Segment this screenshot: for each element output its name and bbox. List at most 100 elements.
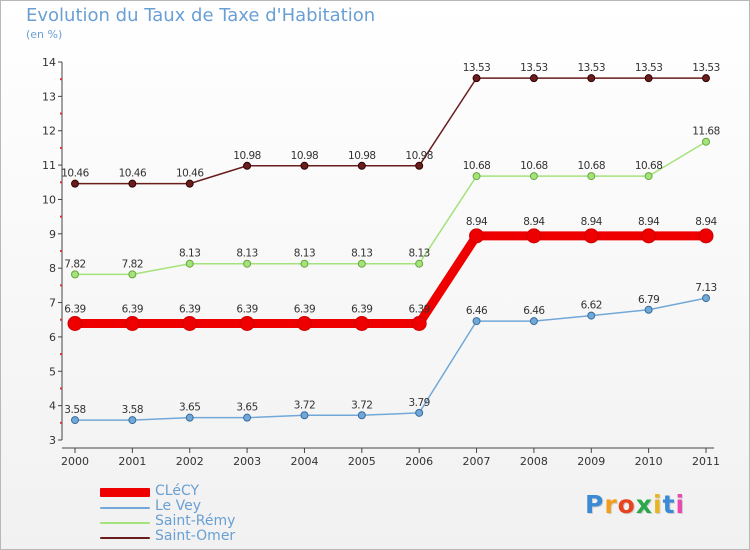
- x-tick-label: 2006: [405, 455, 433, 468]
- data-point: [239, 316, 255, 332]
- data-point: [71, 179, 79, 188]
- data-point: [587, 311, 596, 320]
- y-tick-label: 8: [49, 262, 56, 275]
- legend-swatch: [100, 507, 150, 509]
- series-line: [70, 231, 711, 329]
- data-label: 7.82: [122, 258, 143, 270]
- x-tick-label: 2001: [118, 455, 146, 468]
- data-label: 13.53: [692, 62, 720, 74]
- data-point: [469, 228, 485, 244]
- data-point: [587, 74, 596, 83]
- data-point: [411, 316, 427, 332]
- data-point: [67, 316, 83, 332]
- legend-label: Saint-Omer: [155, 528, 236, 544]
- logo-letter: r: [604, 490, 618, 519]
- data-label: 6.39: [408, 304, 429, 316]
- data-point: [185, 413, 194, 422]
- data-label: 6.39: [351, 304, 372, 316]
- data-label: 6.79: [638, 294, 659, 306]
- x-tick-label: 2007: [463, 455, 491, 468]
- data-point: [128, 179, 137, 188]
- logo-letter: P: [585, 490, 605, 519]
- data-label: 6.39: [294, 304, 315, 316]
- series-line: [74, 297, 707, 421]
- data-label: 8.13: [408, 248, 429, 260]
- data-point: [526, 228, 542, 244]
- logo-letter: i: [675, 490, 686, 519]
- y-tick-label: 7: [49, 297, 56, 310]
- legend-label: CLéCY: [155, 483, 200, 499]
- data-label: 6.39: [236, 304, 257, 316]
- legend-label: Le Vey: [155, 498, 202, 514]
- data-label: 3.72: [294, 399, 315, 411]
- data-point: [644, 74, 653, 83]
- data-point: [641, 228, 657, 244]
- data-label: 6.39: [179, 304, 200, 316]
- data-point: [529, 317, 538, 326]
- x-tick-label: 2005: [348, 455, 376, 468]
- data-label: 8.13: [236, 248, 257, 260]
- data-label: 13.53: [520, 62, 548, 74]
- data-label: 3.58: [122, 404, 143, 416]
- data-label: 8.13: [294, 248, 315, 260]
- logo-letter: x: [635, 490, 653, 519]
- series-saint-omer: 10.46 10.46 10.46 10.98 10.98 10.98 10.98 13.53…: [61, 62, 720, 188]
- data-label: 6.46: [466, 305, 488, 317]
- series-line: [74, 140, 707, 276]
- x-tick-label: 2004: [290, 455, 318, 468]
- data-point: [185, 259, 194, 268]
- data-label: 10.46: [119, 168, 147, 180]
- data-point: [529, 74, 538, 83]
- data-label: 10.98: [233, 150, 261, 162]
- data-label: 6.46: [523, 305, 545, 317]
- chart-subtitle: (en %): [26, 28, 63, 41]
- chart-title: Evolution du Taux de Taxe d'Habitation: [26, 5, 376, 26]
- data-point: [472, 317, 481, 326]
- data-point: [529, 172, 538, 181]
- data-label: 10.46: [61, 168, 89, 180]
- data-point: [702, 137, 710, 146]
- data-label: 8.94: [466, 216, 488, 228]
- data-point: [71, 416, 79, 425]
- x-tick-label: 2000: [61, 455, 89, 468]
- data-point: [124, 316, 140, 332]
- y-tick-label: 12: [42, 125, 56, 138]
- logo-letter: t: [662, 490, 676, 519]
- y-tick-label: 3: [49, 434, 56, 447]
- data-point: [415, 408, 424, 417]
- data-label: 13.53: [463, 62, 491, 74]
- data-point: [243, 413, 252, 422]
- data-label: 3.72: [351, 399, 372, 411]
- series-cl-cy: 6.39 6.39 6.39 6.39 6.39 6.39 6.39 8.94 8.94 8.94…: [64, 216, 718, 332]
- data-point: [71, 270, 79, 279]
- data-point: [357, 411, 366, 420]
- data-point: [128, 270, 137, 279]
- legend-swatch: [100, 488, 150, 497]
- logo-letter: o: [617, 490, 636, 519]
- y-tick-label: 6: [49, 331, 56, 344]
- data-point: [243, 161, 252, 170]
- y-tick-label: 9: [49, 228, 56, 241]
- x-tick-label: 2010: [635, 455, 663, 468]
- data-label: 10.68: [577, 160, 605, 172]
- data-point: [644, 172, 653, 181]
- data-point: [415, 259, 424, 268]
- legend-label: Saint-Rémy: [155, 513, 236, 529]
- y-tick-label: 14: [42, 56, 56, 69]
- legend-swatch: [100, 522, 150, 524]
- data-label: 8.94: [523, 216, 545, 228]
- x-tick-label: 2011: [692, 455, 720, 468]
- data-label: 10.68: [520, 160, 548, 172]
- y-tick-label: 4: [49, 400, 56, 413]
- data-point: [472, 172, 481, 181]
- data-point: [587, 172, 596, 181]
- data-point: [702, 74, 710, 83]
- y-tick-label: 10: [42, 193, 56, 206]
- data-point: [185, 179, 194, 188]
- y-tick-label: 5: [49, 365, 56, 378]
- data-point: [702, 294, 710, 303]
- data-label: 3.65: [236, 402, 257, 414]
- series-layer: 10.46 10.46 10.46 10.98 10.98 10.98 10.98 13.53…: [61, 62, 720, 425]
- data-label: 10.68: [635, 160, 663, 172]
